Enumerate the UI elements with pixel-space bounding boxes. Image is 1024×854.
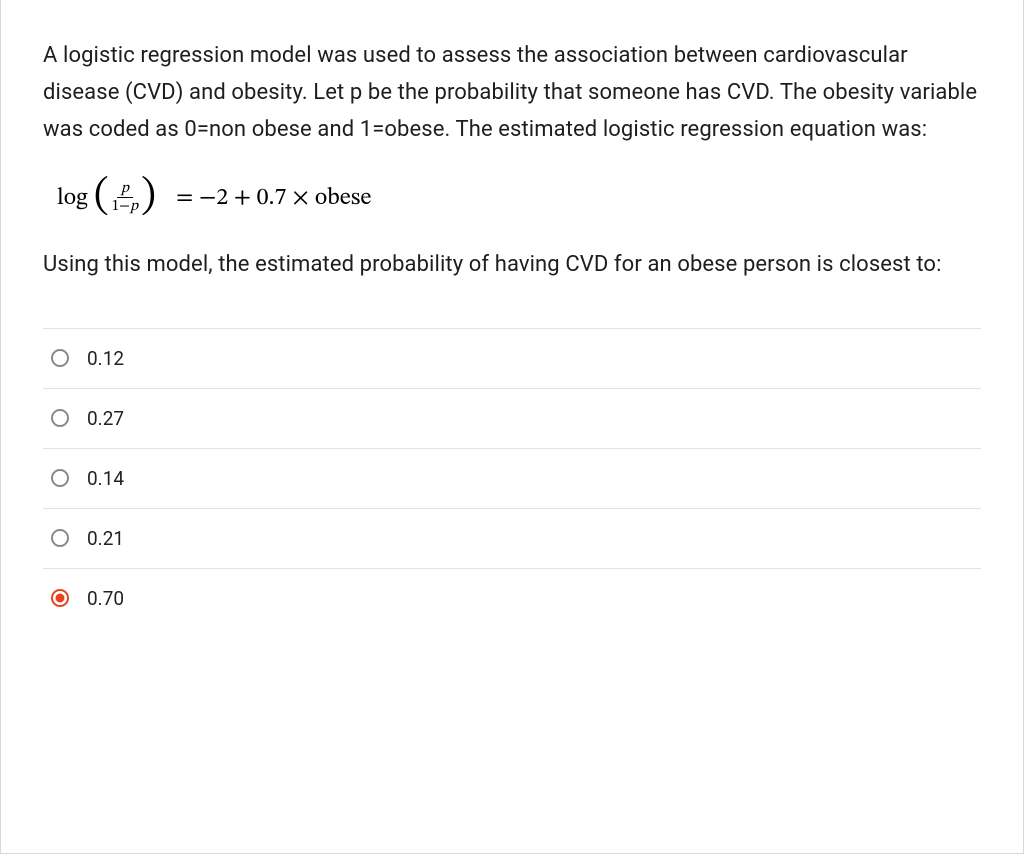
equation-fraction: ( p 1−p ) <box>94 177 156 219</box>
fraction: p 1−p <box>110 180 140 216</box>
right-paren: ) <box>141 175 156 217</box>
radio-icon <box>51 469 69 487</box>
equation: log ( p 1−p ) = −2 + 0.7 × obese <box>57 177 981 219</box>
left-paren: ( <box>94 175 109 217</box>
radio-icon <box>51 409 69 427</box>
option-label: 0.21 <box>87 527 124 550</box>
option-1[interactable]: 0.27 <box>43 388 981 448</box>
option-label: 0.27 <box>87 407 124 430</box>
options-list: 0.12 0.27 0.14 0.21 0.70 <box>43 328 981 628</box>
radio-icon <box>51 529 69 547</box>
option-0[interactable]: 0.12 <box>43 328 981 388</box>
question-intro: A logistic regression model was used to … <box>43 38 981 149</box>
equation-log: log <box>57 183 88 213</box>
option-label: 0.12 <box>87 347 124 370</box>
question-prompt: Using this model, the estimated probabil… <box>43 247 981 284</box>
question-card: A logistic regression model was used to … <box>0 0 1024 854</box>
equation-rhs: = −2 + 0.7 × obese <box>176 183 371 213</box>
option-4[interactable]: 0.70 <box>43 568 981 628</box>
radio-icon <box>51 589 69 607</box>
fraction-denominator: 1−p <box>110 198 140 215</box>
option-label: 0.70 <box>87 587 124 610</box>
option-2[interactable]: 0.14 <box>43 448 981 508</box>
option-label: 0.14 <box>87 467 124 490</box>
radio-icon <box>51 349 69 367</box>
option-3[interactable]: 0.21 <box>43 508 981 568</box>
fraction-numerator: p <box>117 180 133 198</box>
